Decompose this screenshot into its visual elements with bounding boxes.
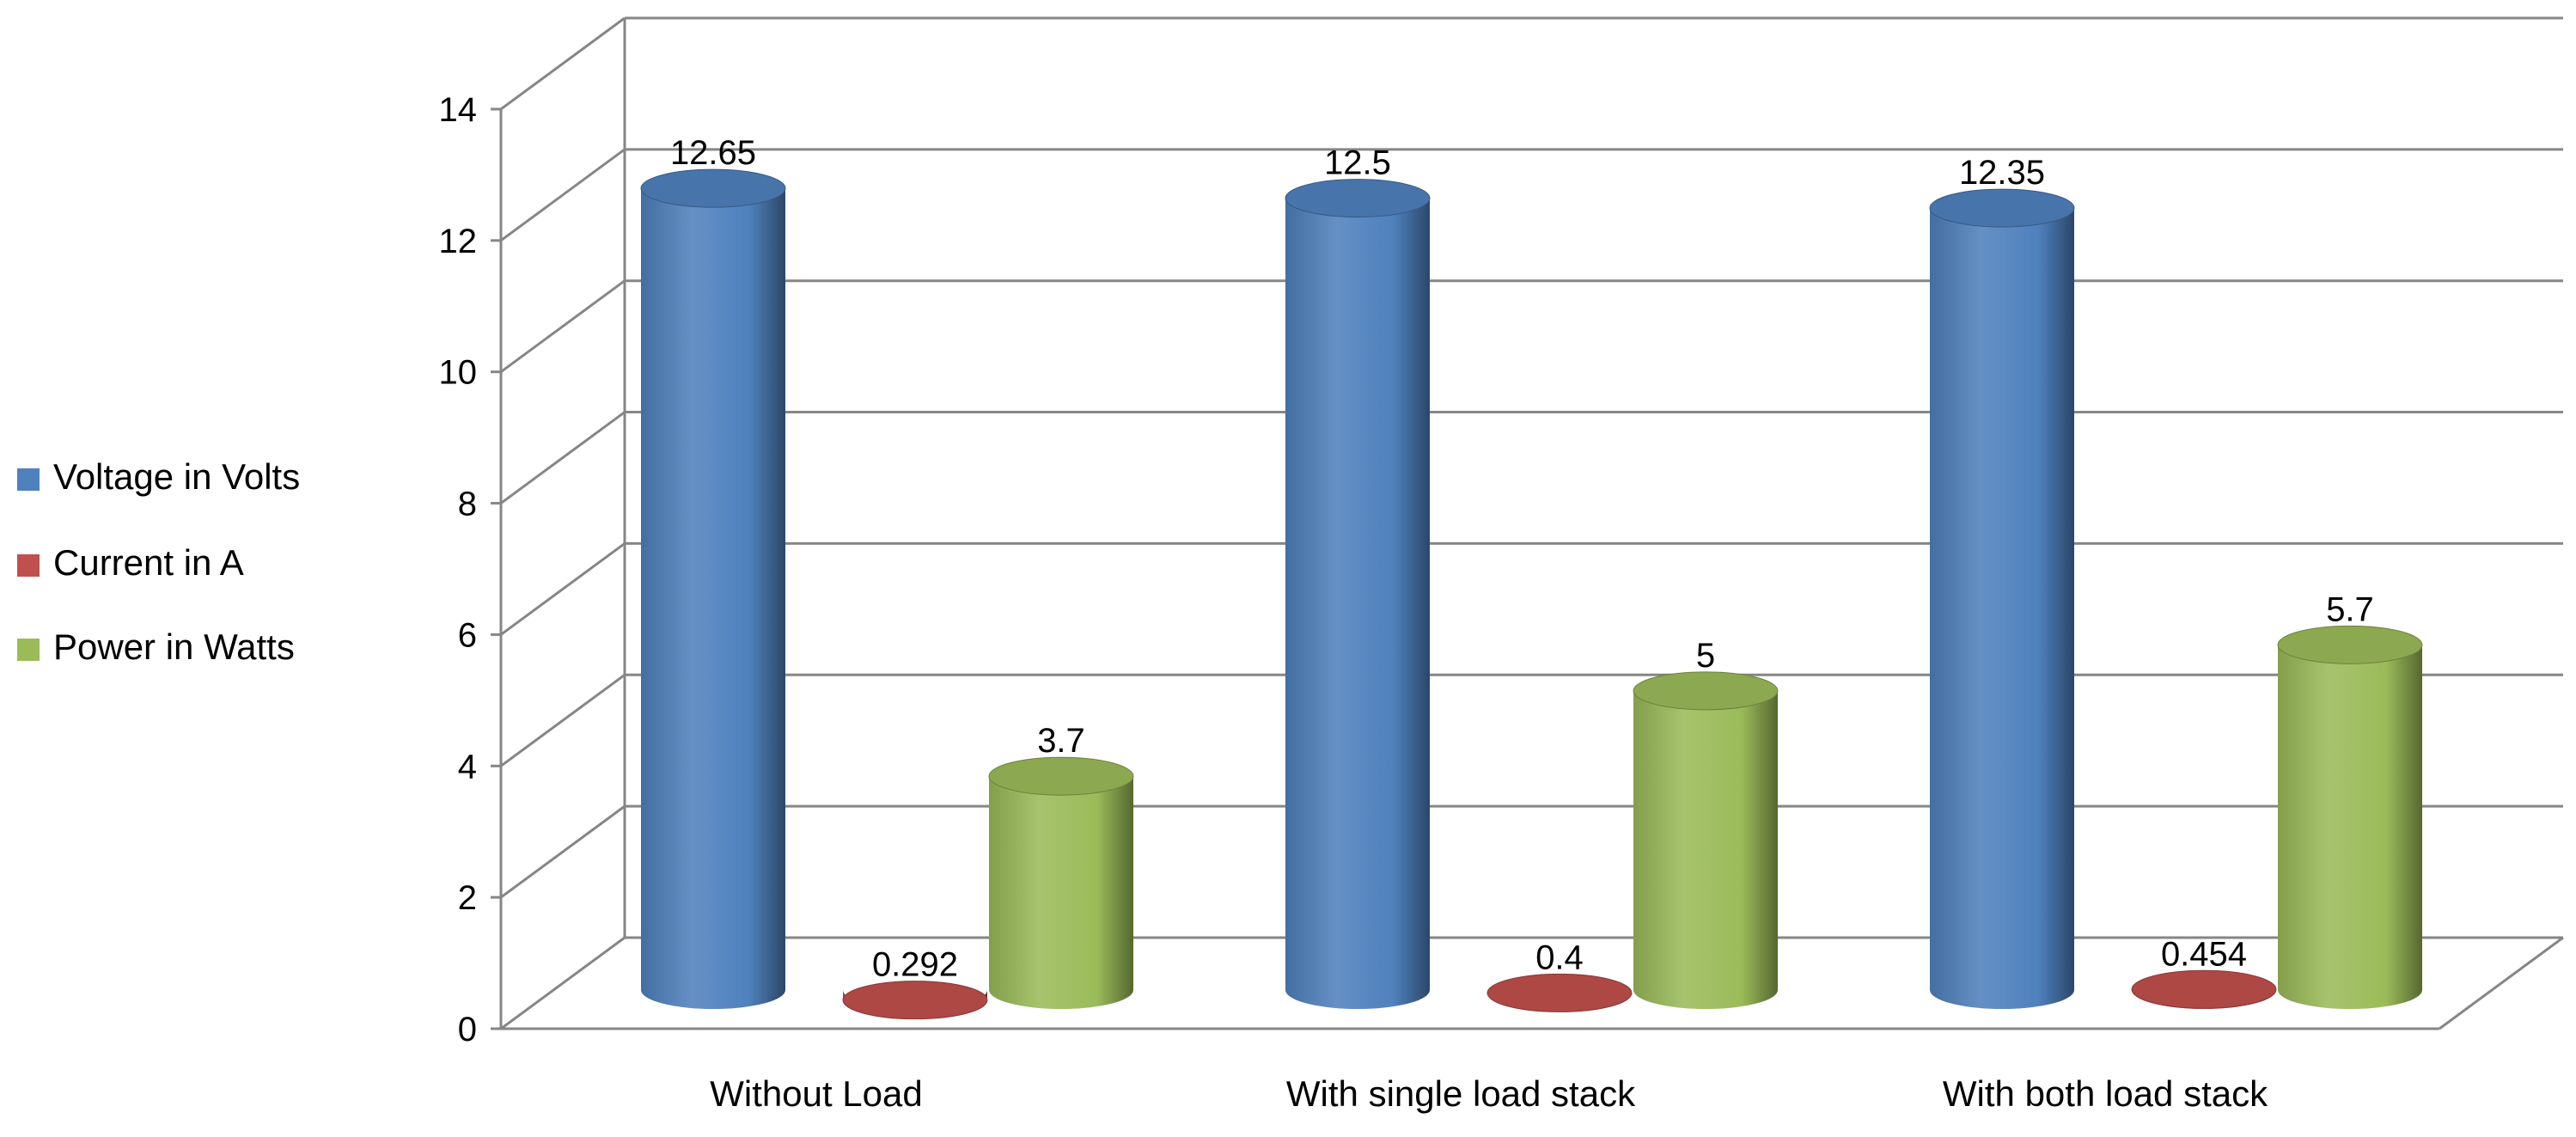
bar-top bbox=[640, 168, 786, 208]
legend-label: Power in Watts bbox=[53, 627, 295, 667]
legend-swatch bbox=[17, 468, 40, 491]
bar bbox=[1633, 690, 1778, 1009]
y-tick-label: 6 bbox=[458, 616, 477, 654]
chart-walls bbox=[623, 17, 2564, 1030]
bar-top bbox=[1633, 671, 1779, 711]
x-tick-label: With both load stack bbox=[1943, 1073, 2268, 1114]
gridline-diagonal bbox=[500, 936, 626, 1030]
data-label: 5 bbox=[1696, 637, 1715, 675]
bar bbox=[989, 776, 1133, 1009]
gridline-diagonal bbox=[500, 148, 626, 242]
y-tick-label: 12 bbox=[439, 223, 478, 260]
bar-top bbox=[988, 756, 1134, 796]
data-label: 5.7 bbox=[2326, 590, 2374, 628]
legend-label: Voltage in Volts bbox=[53, 456, 300, 497]
data-label: 3.7 bbox=[1037, 722, 1085, 760]
bar bbox=[2278, 645, 2422, 1009]
gridline-diagonal bbox=[500, 674, 626, 767]
gridline-diagonal bbox=[500, 542, 626, 636]
x-tick-label: Without Load bbox=[710, 1073, 923, 1114]
gridline-diagonal bbox=[500, 279, 626, 373]
y-tick-label: 4 bbox=[458, 748, 477, 786]
floor-right-edge bbox=[2439, 936, 2564, 1030]
bar-top bbox=[2277, 625, 2423, 664]
legend: Voltage in Volts Current in A Power in Wat… bbox=[17, 456, 300, 667]
data-labels: 12.65 0.292 3.7 12.5 0.4 5 12.35 0.454 5.7 bbox=[670, 134, 2374, 984]
data-label: 0.4 bbox=[1535, 938, 1584, 976]
data-label: 0.292 bbox=[872, 946, 958, 984]
legend-swatch bbox=[17, 639, 40, 661]
data-label: 12.5 bbox=[1324, 144, 1391, 182]
legend-swatch bbox=[17, 554, 40, 577]
bar-top bbox=[1285, 179, 1431, 218]
data-label: 0.454 bbox=[2161, 935, 2247, 973]
gridline-diagonal bbox=[500, 411, 626, 504]
y-tick-label: 10 bbox=[439, 354, 478, 392]
x-axis: Without Load With single load stack With b… bbox=[501, 1027, 2439, 1114]
bar bbox=[641, 188, 785, 1009]
bar-top bbox=[842, 981, 988, 1020]
bar-top bbox=[1929, 188, 2075, 228]
y-tick-label: 2 bbox=[458, 879, 477, 917]
bar bbox=[1285, 198, 1430, 1009]
gridline-diagonal bbox=[500, 804, 626, 899]
y-axis: 0 2 4 6 8 10 12 14 bbox=[439, 91, 503, 1048]
gridlines bbox=[500, 16, 2563, 1030]
gridline-diagonal bbox=[500, 16, 626, 111]
bar-top bbox=[2131, 969, 2277, 1009]
bars bbox=[640, 168, 2423, 1020]
y-tick-label: 0 bbox=[458, 1011, 477, 1048]
y-tick-label: 14 bbox=[439, 91, 478, 129]
y-tick-label: 8 bbox=[458, 486, 477, 523]
bar bbox=[1930, 208, 2074, 1010]
data-label: 12.35 bbox=[1959, 154, 2045, 192]
bar-top bbox=[1486, 973, 1633, 1012]
legend-label: Current in A bbox=[53, 542, 244, 583]
x-tick-label: With single load stack bbox=[1286, 1073, 1636, 1114]
data-label: 12.65 bbox=[670, 134, 756, 172]
